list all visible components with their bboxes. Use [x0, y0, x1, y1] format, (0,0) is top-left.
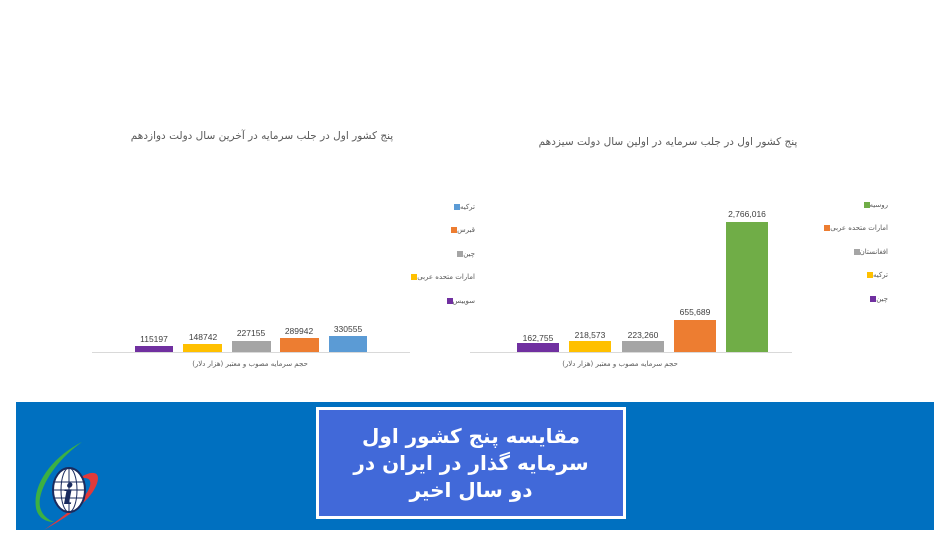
bar-value-label: 330555	[333, 324, 363, 334]
legend-item: ترکیه	[405, 195, 475, 219]
bar-uae	[674, 320, 716, 352]
legend-item: چین	[405, 242, 475, 266]
legend-item: ترکیه	[808, 264, 888, 288]
bar-cyprus	[280, 338, 319, 352]
legend-item: روسیه	[808, 193, 888, 217]
legend-item: چین	[808, 287, 888, 311]
bar-turkey	[569, 341, 611, 352]
bar-value-label: 218,573	[574, 330, 606, 340]
legend-item: سوییس	[405, 289, 475, 313]
legend-swatch	[451, 227, 458, 234]
legend-item: امارات متحده عربی	[808, 217, 888, 241]
bar-russia	[726, 222, 768, 352]
left-chart-title: پنج کشور اول در جلب سرمایه در آخرین سال …	[130, 130, 394, 142]
x-axis-line	[92, 352, 410, 353]
banner-title: مقایسه پنج کشور اول سرمایه گذار در ایران…	[353, 423, 589, 502]
right-chart-title: پنج کشور اول در جلب سرمایه در اولین سال …	[538, 136, 798, 148]
legend-swatch	[457, 250, 464, 257]
footer-banner: i مقایسه پنج کشور اول سرمایه گذار در ایر…	[16, 402, 934, 530]
bar-value-label: 162,755	[522, 333, 554, 343]
bar-china	[232, 341, 271, 352]
legend-swatch	[863, 201, 870, 208]
bar-value-label: 2,766,016	[728, 209, 766, 219]
bar-value-label: 223,260	[627, 330, 659, 340]
svg-text:i: i	[63, 478, 74, 511]
bar-switzerland	[135, 346, 173, 352]
legend-swatch	[824, 225, 831, 232]
bar-value-label: 148742	[188, 332, 218, 342]
right-chart-legend: روسیه امارات متحده عربی افغانستان ترکیه …	[808, 193, 888, 311]
banner-title-box: مقایسه پنج کشور اول سرمایه گذار در ایران…	[316, 407, 626, 519]
bar-turkey	[329, 336, 367, 352]
legend-swatch	[870, 295, 877, 302]
bar-uae	[183, 344, 222, 352]
legend-item: افغانستان	[808, 240, 888, 264]
left-chart-legend: ترکیه قبرس چین امارات متحده عربی سوییس	[405, 195, 475, 313]
x-axis-line	[470, 352, 792, 353]
bar-value-label: 655,689	[679, 307, 711, 317]
right-chart: پنج کشور اول در جلب سرمایه در اولین سال …	[470, 0, 946, 390]
x-axis-label: حجم سرمایه مصوب و معتبر (هزار دلار)	[562, 360, 678, 368]
globe-info-logo-icon: i	[35, 442, 98, 530]
bar-value-label: 289942	[284, 326, 314, 336]
legend-swatch	[853, 248, 860, 255]
legend-swatch	[866, 272, 873, 279]
legend-swatch	[446, 297, 453, 304]
legend-item: قبرس	[405, 219, 475, 243]
x-axis-label: حجم سرمایه مصوب و معتبر (هزار دلار)	[192, 360, 308, 368]
bar-value-label: 115197	[140, 334, 168, 344]
legend-swatch	[411, 274, 418, 281]
bar-value-label: 227155	[236, 328, 266, 338]
bar-afghanistan	[622, 341, 664, 352]
legend-swatch	[453, 203, 460, 210]
legend-item: امارات متحده عربی	[405, 266, 475, 290]
left-chart: پنج کشور اول در جلب سرمایه در آخرین سال …	[0, 0, 475, 390]
bar-china	[517, 343, 559, 352]
